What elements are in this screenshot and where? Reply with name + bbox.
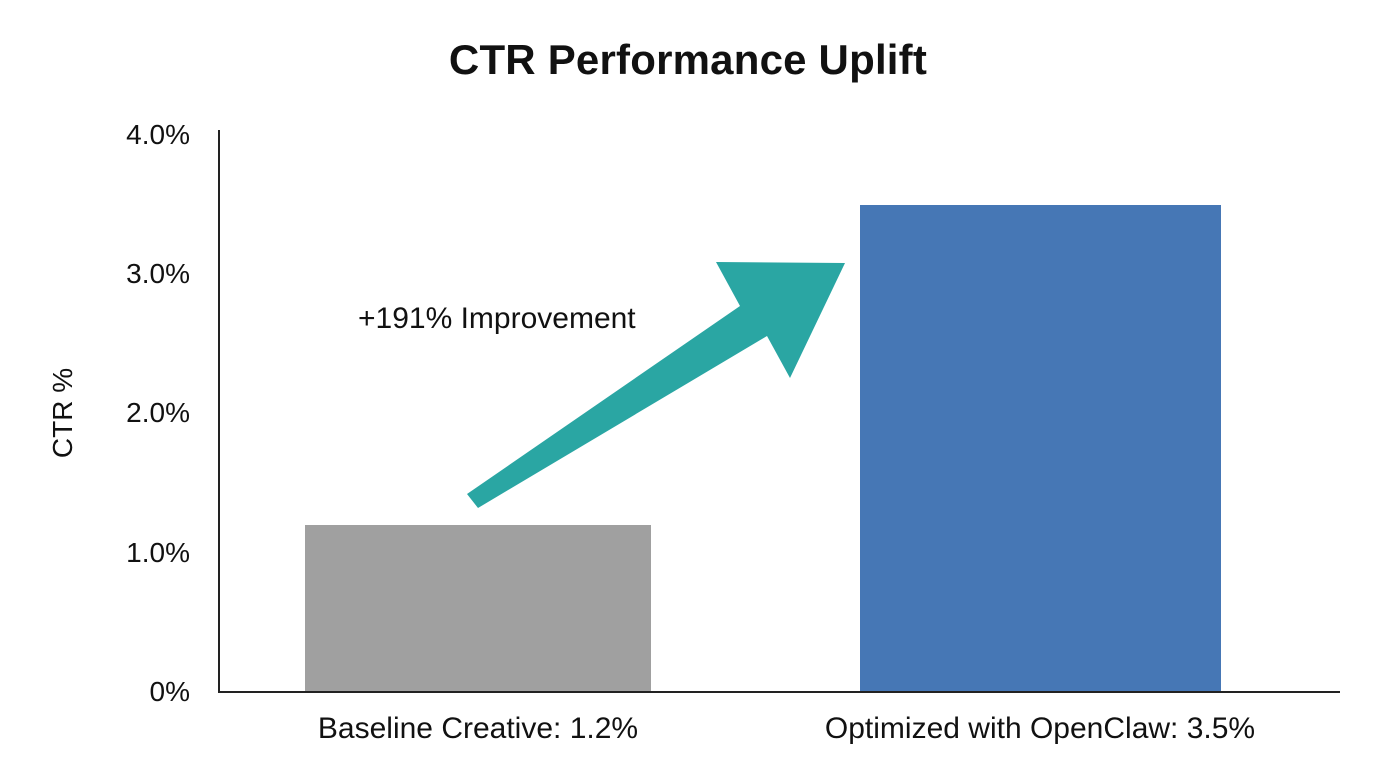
y-tick-1: 1.0% bbox=[126, 537, 190, 568]
y-tick-0: 0% bbox=[149, 676, 190, 707]
y-tick-2: 2.0% bbox=[126, 397, 190, 428]
y-tick-4: 4.0% bbox=[126, 119, 190, 150]
x-axis-line bbox=[218, 691, 1340, 693]
y-tick-3: 3.0% bbox=[126, 258, 190, 289]
x-tick-baseline: Baseline Creative: 1.2% bbox=[317, 712, 639, 745]
bar-optimized bbox=[860, 205, 1221, 692]
improvement-annotation: +191% Improvement bbox=[358, 302, 636, 335]
bar-baseline bbox=[305, 525, 651, 692]
x-tick-optimized: Optimized with OpenClaw: 3.5% bbox=[824, 712, 1256, 745]
chart-title: CTR Performance Uplift bbox=[448, 36, 928, 83]
y-axis-line bbox=[218, 130, 220, 693]
